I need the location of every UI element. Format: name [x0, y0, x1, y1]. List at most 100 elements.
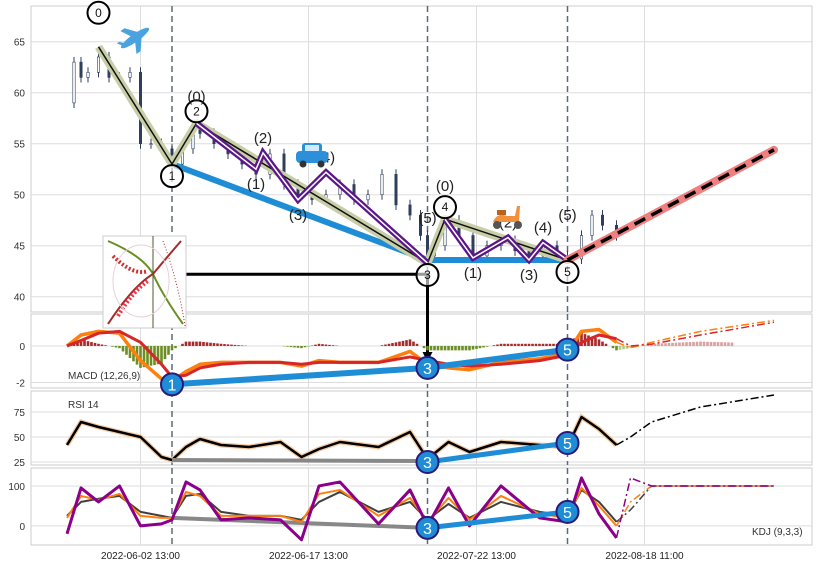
- macd-histogram-bar: [664, 343, 667, 346]
- macd-histogram-bar: [314, 344, 317, 346]
- subwave-label: (3): [520, 267, 538, 284]
- subwave-label: (4): [534, 220, 552, 237]
- macd-histogram-bar: [114, 345, 118, 348]
- macd-histogram-bar: [440, 345, 443, 351]
- subwave-label: (2): [254, 130, 272, 147]
- wave-label-circle: [555, 259, 580, 284]
- macd-dea-line-projection: [616, 321, 775, 347]
- macd-histogram-bar: [496, 344, 499, 346]
- macd-histogram-bar: [181, 343, 184, 346]
- macd-histogram-bar: [86, 341, 90, 346]
- macd-histogram-bar: [695, 341, 699, 346]
- macd-histogram-bar: [160, 345, 163, 364]
- x-tick-label: 2022-08-18 11:00: [605, 551, 684, 562]
- macd-histogram-bar: [83, 340, 86, 346]
- rsi-label: RSI 14: [68, 400, 99, 411]
- y-tick-label: 40: [14, 293, 26, 304]
- macd-histogram-bar: [303, 345, 307, 348]
- wave-marker: [555, 431, 580, 455]
- macd-histogram-bar: [384, 344, 387, 346]
- icons: [116, 27, 522, 229]
- macd-histogram-bar: [461, 345, 464, 351]
- macd-histogram-bar: [447, 345, 450, 351]
- macd-histogram-bar: [429, 345, 433, 351]
- macd-histogram-bar: [506, 343, 510, 346]
- wave-label: 1: [169, 169, 176, 183]
- macd-histogram-bar: [646, 344, 650, 346]
- macd-histogram-bar: [590, 336, 594, 346]
- y-tick-label: 0: [19, 342, 25, 353]
- macd-histogram-bar: [667, 342, 671, 346]
- macd-histogram-bar: [541, 343, 545, 346]
- macd-histogram-bar: [328, 344, 331, 346]
- macd-histogram-bar: [300, 345, 303, 349]
- macd-histogram-bar: [730, 342, 734, 346]
- macd-histogram-bar: [611, 345, 615, 349]
- kdj-j-line: [65, 476, 618, 542]
- candle: [128, 72, 132, 78]
- candle: [86, 72, 90, 78]
- macd-histogram-bar: [76, 341, 79, 346]
- macd-histogram-bar: [184, 341, 188, 346]
- subwave-label: (3): [289, 207, 307, 224]
- macd-histogram-bar: [90, 342, 93, 346]
- candle: [79, 61, 83, 78]
- wave-label-circle: [86, 0, 111, 25]
- macd-label: MACD (12,26,9): [68, 371, 140, 382]
- rsi-panel: RSI 14 3 5: [64, 394, 775, 474]
- x-axis: 2022-06-02 13:00 2022-06-17 13:00 2022-07-…: [101, 551, 684, 562]
- macd-histogram-bar: [660, 343, 664, 346]
- wave-marker-label: 3: [423, 361, 432, 378]
- macd-histogram-bar: [716, 342, 720, 346]
- macd-dea-line: [66, 329, 617, 379]
- macd-histogram-bar: [629, 345, 632, 349]
- kdj-label: KDJ (9,3,3): [752, 527, 803, 538]
- kdj-divergence-line: [171, 515, 428, 530]
- subwave-line-inner: [196, 122, 428, 264]
- macd-histogram-bar: [674, 342, 678, 346]
- macd-histogram-bar: [454, 345, 457, 351]
- macd-histogram-bar: [149, 345, 153, 366]
- candle: [394, 174, 398, 206]
- macd-histogram-bar: [401, 340, 405, 346]
- macd-histogram-bar: [450, 345, 454, 351]
- macd-histogram-bar: [289, 345, 293, 348]
- macd-dif-line-projection: [616, 319, 775, 349]
- y-tick-label: 100: [8, 482, 25, 493]
- macd-histogram-bar: [545, 343, 548, 346]
- inset-thumbnail: [102, 235, 187, 329]
- scooter-icon: [493, 206, 522, 229]
- macd-histogram-bar: [128, 345, 132, 359]
- macd-histogram-bar: [706, 341, 709, 346]
- y-tick-label: 55: [14, 140, 26, 151]
- macd-histogram-bar: [146, 345, 149, 367]
- macd-histogram-bar: [79, 339, 83, 346]
- candle: [97, 56, 101, 73]
- macd-histogram-bar: [125, 345, 128, 355]
- macd-histogram-bar: [527, 343, 531, 346]
- wave-label: 0: [95, 6, 102, 20]
- wave-label-circle: [433, 195, 457, 220]
- macd-histogram-bar: [408, 339, 412, 346]
- macd-histogram-bar: [93, 342, 97, 346]
- candle: [72, 61, 76, 104]
- macd-histogram-bar: [471, 345, 475, 350]
- macd-histogram-bar: [594, 338, 597, 346]
- macd-histogram-bar: [699, 341, 702, 346]
- macd-histogram-bar: [720, 342, 723, 346]
- wave-marker-label: 5: [563, 343, 572, 360]
- macd-histogram-bar: [475, 345, 478, 349]
- macd-histogram-bar: [671, 342, 674, 346]
- macd-histogram-bar: [191, 341, 195, 346]
- candle: [590, 214, 594, 236]
- macd-histogram-bar: [237, 345, 240, 346]
- macd-histogram-bar: [520, 343, 524, 346]
- macd-histogram-bar: [331, 345, 335, 346]
- macd-histogram-bar: [580, 332, 583, 346]
- candle: [380, 174, 384, 196]
- macd-histogram-bar: [202, 341, 205, 346]
- macd-histogram-bar: [387, 343, 391, 346]
- macd-histogram-bar: [657, 343, 660, 346]
- macd-histogram-bar: [548, 343, 552, 346]
- x-tick-label: 2022-06-02 13:00: [101, 551, 180, 562]
